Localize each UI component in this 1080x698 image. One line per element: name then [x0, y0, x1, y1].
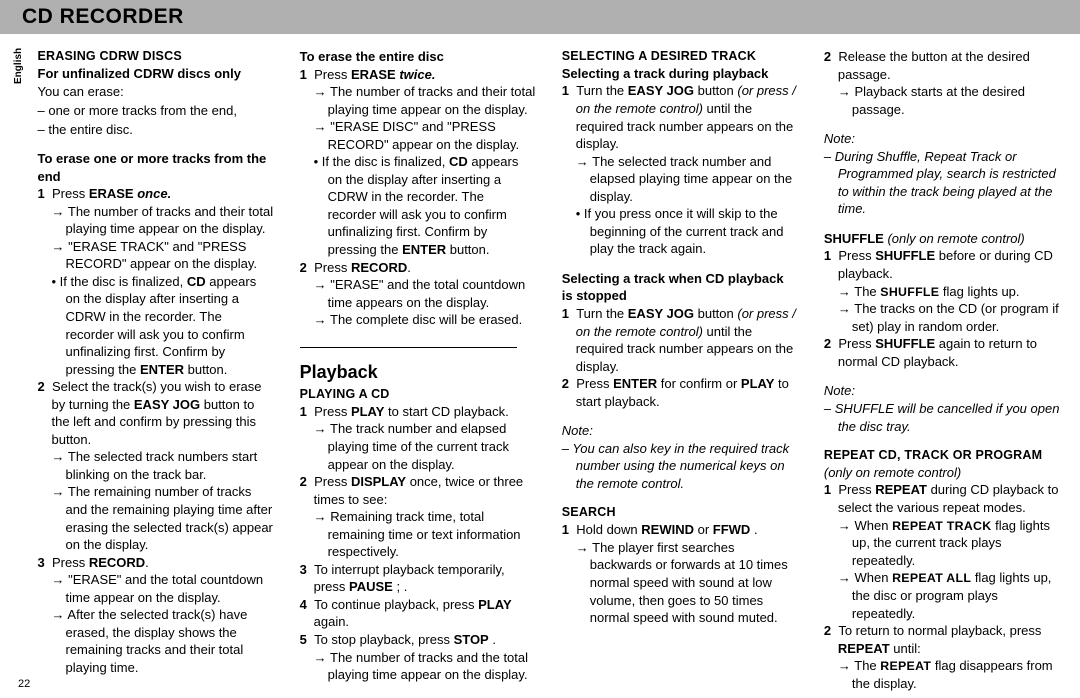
step: 1 Press ERASE once.: [38, 185, 274, 203]
result: Remaining track time, total remaining ti…: [300, 508, 536, 561]
note-text: – During Shuffle, Repeat Track or Progra…: [824, 148, 1060, 218]
result: The selected track number and elapsed pl…: [562, 153, 798, 206]
note-text: – SHUFFLE will be cancelled if you open …: [824, 400, 1060, 435]
text: You can erase:: [38, 83, 274, 101]
step: 3 Press RECORD.: [38, 554, 274, 572]
step: 2 Select the track(s) you wish to erase …: [38, 378, 274, 448]
result: "ERASE DISC" and "PRESS RECORD" appear o…: [300, 118, 536, 153]
note-bullet: If the disc is finalized, CD appears on …: [300, 153, 536, 258]
heading-shuffle: SHUFFLE (only on remote control): [824, 230, 1060, 248]
step: 1 Press SHUFFLE before or during CD play…: [824, 247, 1060, 282]
note-label: Note:: [824, 382, 1060, 400]
step: 1 Press PLAY to start CD playback.: [300, 403, 536, 421]
result: "ERASE TRACK" and "PRESS RECORD" appear …: [38, 238, 274, 273]
result: "ERASE" and the total countdown time app…: [300, 276, 536, 311]
heading-repeat: REPEAT CD, TRACK OR PROGRAM: [824, 447, 1060, 464]
result: The complete disc will be erased.: [300, 311, 536, 329]
result: The tracks on the CD (or program if set)…: [824, 300, 1060, 335]
step: 2 Press SHUFFLE again to return to norma…: [824, 335, 1060, 370]
text: – one or more tracks from the end,: [38, 102, 274, 120]
note-label: Note:: [562, 422, 798, 440]
step: 4 To continue playback, press PLAY again…: [300, 596, 536, 631]
subheading-erase-tracks: To erase one or more tracks from the end: [38, 150, 274, 185]
step: 1 Press REPEAT during CD playback to sel…: [824, 481, 1060, 516]
language-tab: English: [10, 50, 28, 88]
heading-search: SEARCH: [562, 504, 798, 521]
column-2: To erase the entire disc 1 Press ERASE t…: [300, 48, 536, 692]
subheading-repeat-remote: (only on remote control): [824, 464, 1060, 482]
column-3: SELECTING A DESIRED TRACK Selecting a tr…: [562, 48, 798, 692]
step: 1 Hold down REWIND or FFWD .: [562, 521, 798, 539]
heading-select-track: SELECTING A DESIRED TRACK: [562, 48, 798, 65]
heading-erasing: ERASING CDRW DISCS: [38, 48, 274, 65]
result: When REPEAT TRACK flag lights up, the cu…: [824, 517, 1060, 570]
result: The number of tracks and their total pla…: [300, 83, 536, 118]
column-1: ERASING CDRW DISCS For unfinalized CDRW …: [38, 48, 274, 692]
result: When REPEAT ALL flag lights up, the disc…: [824, 569, 1060, 622]
subheading-erase-entire: To erase the entire disc: [300, 48, 536, 66]
result: The number of tracks and the total playi…: [300, 649, 536, 684]
note-bullet: If you press once it will skip to the be…: [562, 205, 798, 258]
result: The SHUFFLE flag lights up.: [824, 283, 1060, 301]
step: 2 Press RECORD.: [300, 259, 536, 277]
result: The REPEAT flag disappears from the disp…: [824, 657, 1060, 692]
step: 1 Press ERASE twice.: [300, 66, 536, 84]
columns: ERASING CDRW DISCS For unfinalized CDRW …: [28, 48, 1061, 692]
page-number: 22: [18, 677, 30, 692]
note-text: – You can also key in the required track…: [562, 440, 798, 493]
divider: [300, 347, 517, 348]
result: After the selected track(s) have erased,…: [38, 606, 274, 676]
step: 1 Turn the EASY JOG button (or press / o…: [562, 82, 798, 152]
result: The player first searches backwards or f…: [562, 539, 798, 627]
step: 1 Turn the EASY JOG button (or press / o…: [562, 305, 798, 375]
result: The number of tracks and their total pla…: [38, 203, 274, 238]
heading-playing-cd: PLAYING A CD: [300, 386, 536, 403]
note-bullet: If the disc is finalized, CD appears on …: [38, 273, 274, 378]
note-label: Note:: [824, 130, 1060, 148]
section-playback: Playback: [300, 360, 536, 384]
subheading-unfinalized: For unfinalized CDRW discs only: [38, 65, 274, 83]
text: – the entire disc.: [38, 121, 274, 139]
step: 2 Press DISPLAY once, twice or three tim…: [300, 473, 536, 508]
page-body: English ERASING CDRW DISCS For unfinaliz…: [0, 34, 1080, 692]
result: The track number and elapsed playing tim…: [300, 420, 536, 473]
step: 3 To interrupt playback temporarily, pre…: [300, 561, 536, 596]
step: 2 Release the button at the desired pass…: [824, 48, 1060, 83]
step: 2 Press ENTER for confirm or PLAY to sta…: [562, 375, 798, 410]
column-4: 2 Release the button at the desired pass…: [824, 48, 1060, 692]
step: 5 To stop playback, press STOP .: [300, 631, 536, 649]
header-bar: CD RECORDER: [0, 0, 1080, 34]
result: The remaining number of tracks and the r…: [38, 483, 274, 553]
subheading-during-playback: Selecting a track during playback: [562, 65, 798, 83]
step: 2 To return to normal playback, press RE…: [824, 622, 1060, 657]
result: Playback starts at the desired passage.: [824, 83, 1060, 118]
result: The selected track numbers start blinkin…: [38, 448, 274, 483]
page-title: CD RECORDER: [22, 3, 184, 31]
result: "ERASE" and the total countdown time app…: [38, 571, 274, 606]
subheading-when-stopped: Selecting a track when CD playback is st…: [562, 270, 798, 305]
